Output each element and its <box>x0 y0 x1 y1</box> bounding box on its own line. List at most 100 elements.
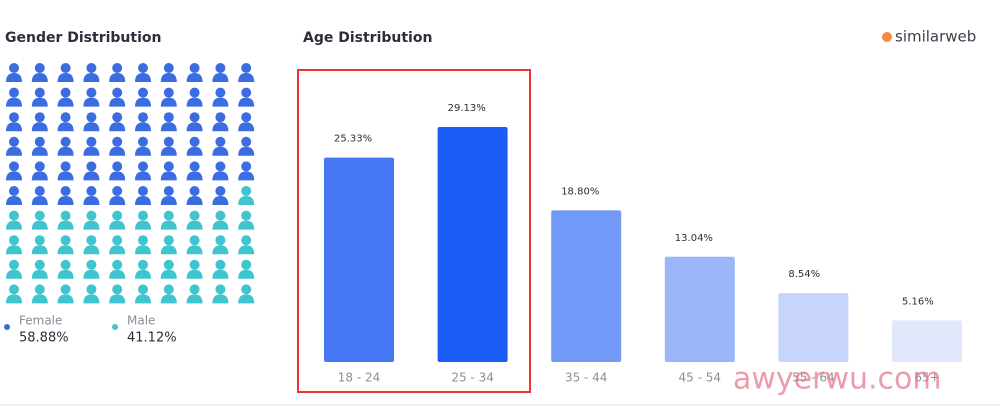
person-icon <box>212 186 229 205</box>
chart-title: Gender Distribution <box>5 30 161 46</box>
value-label: 8.54% <box>788 269 820 280</box>
person-icon <box>6 87 22 107</box>
person-icon <box>83 161 100 181</box>
person-icon <box>6 210 22 230</box>
person-icon <box>160 186 177 205</box>
person-icon <box>186 235 203 255</box>
person-icon <box>31 63 48 82</box>
person-icon <box>31 161 48 181</box>
person-icon <box>31 186 48 205</box>
person-icon <box>6 161 22 181</box>
value-label: 5.16% <box>902 296 934 307</box>
person-icon <box>238 87 255 107</box>
person-icon <box>212 284 229 304</box>
person-icon <box>31 259 48 279</box>
legend-dot <box>4 324 10 330</box>
person-icon <box>109 259 126 279</box>
person-icon <box>212 87 229 107</box>
bar <box>437 127 508 362</box>
person-icon <box>57 63 74 82</box>
person-icon <box>57 210 74 230</box>
person-icon <box>160 259 177 279</box>
bar <box>778 293 849 362</box>
person-icon <box>160 87 177 107</box>
person-icon <box>186 186 203 205</box>
person-icon <box>109 235 126 255</box>
x-tick-label: 35 - 44 <box>565 371 608 385</box>
person-icon <box>31 87 48 107</box>
person-icon <box>109 186 126 205</box>
person-icon <box>212 112 229 132</box>
person-icon <box>57 87 74 107</box>
logo: similarweb <box>895 28 976 46</box>
person-icon <box>6 259 22 279</box>
person-icon <box>57 284 74 304</box>
person-icon <box>135 235 151 255</box>
person-icon <box>238 63 255 82</box>
person-icon <box>57 186 74 205</box>
person-icon <box>135 112 151 132</box>
person-icon <box>57 161 74 181</box>
person-icon <box>109 112 126 132</box>
person-icon <box>83 63 100 82</box>
person-icon <box>160 210 177 230</box>
person-icon <box>186 136 203 156</box>
person-icon <box>186 112 203 132</box>
person-icon <box>31 210 48 230</box>
person-icon <box>238 210 255 230</box>
person-icon <box>83 210 100 230</box>
person-icon <box>186 284 203 304</box>
person-icon <box>238 235 255 255</box>
person-icon <box>212 136 229 156</box>
x-tick-label: 55 - 64 <box>792 371 835 385</box>
person-icon <box>83 259 100 279</box>
person-icon <box>109 87 126 107</box>
person-icon <box>57 136 74 156</box>
person-icon <box>135 63 151 82</box>
person-icon <box>135 136 151 156</box>
person-icon <box>238 136 255 156</box>
person-icon <box>31 112 48 132</box>
person-icon <box>135 186 151 205</box>
person-icon <box>109 161 126 181</box>
person-icon <box>31 235 48 255</box>
bar <box>892 320 962 362</box>
person-icon <box>135 284 151 304</box>
person-icon <box>160 284 177 304</box>
person-icon <box>186 161 203 181</box>
legend-dot <box>112 324 118 330</box>
person-icon <box>6 186 22 205</box>
bar <box>551 210 622 362</box>
person-icon <box>186 210 203 230</box>
person-icon <box>238 186 255 205</box>
person-icon <box>212 235 229 255</box>
person-icon <box>212 63 229 82</box>
x-tick-label: 25 - 34 <box>451 371 494 385</box>
person-icon <box>160 112 177 132</box>
person-icon <box>109 63 126 82</box>
person-icon <box>135 259 151 279</box>
x-tick-label: 45 - 54 <box>679 371 722 385</box>
person-icon <box>212 210 229 230</box>
person-icon <box>57 235 74 255</box>
person-icon <box>212 259 229 279</box>
person-icon <box>6 112 22 132</box>
bar <box>324 157 394 362</box>
person-icon <box>31 136 48 156</box>
person-icon <box>57 112 74 132</box>
value-label: 18.80% <box>561 186 599 197</box>
bar <box>664 256 735 362</box>
person-icon <box>83 87 100 107</box>
person-icon <box>238 284 255 304</box>
x-tick-label: 65+ <box>914 371 939 385</box>
person-icon <box>109 284 126 304</box>
watermark: awyerwu.com <box>733 362 942 397</box>
person-icon <box>6 136 22 156</box>
legend-value: 58.88% <box>19 331 69 346</box>
chart-title: Age Distribution <box>303 30 432 46</box>
person-icon <box>135 161 151 181</box>
value-label: 25.33% <box>334 134 372 145</box>
person-icon <box>6 63 22 82</box>
